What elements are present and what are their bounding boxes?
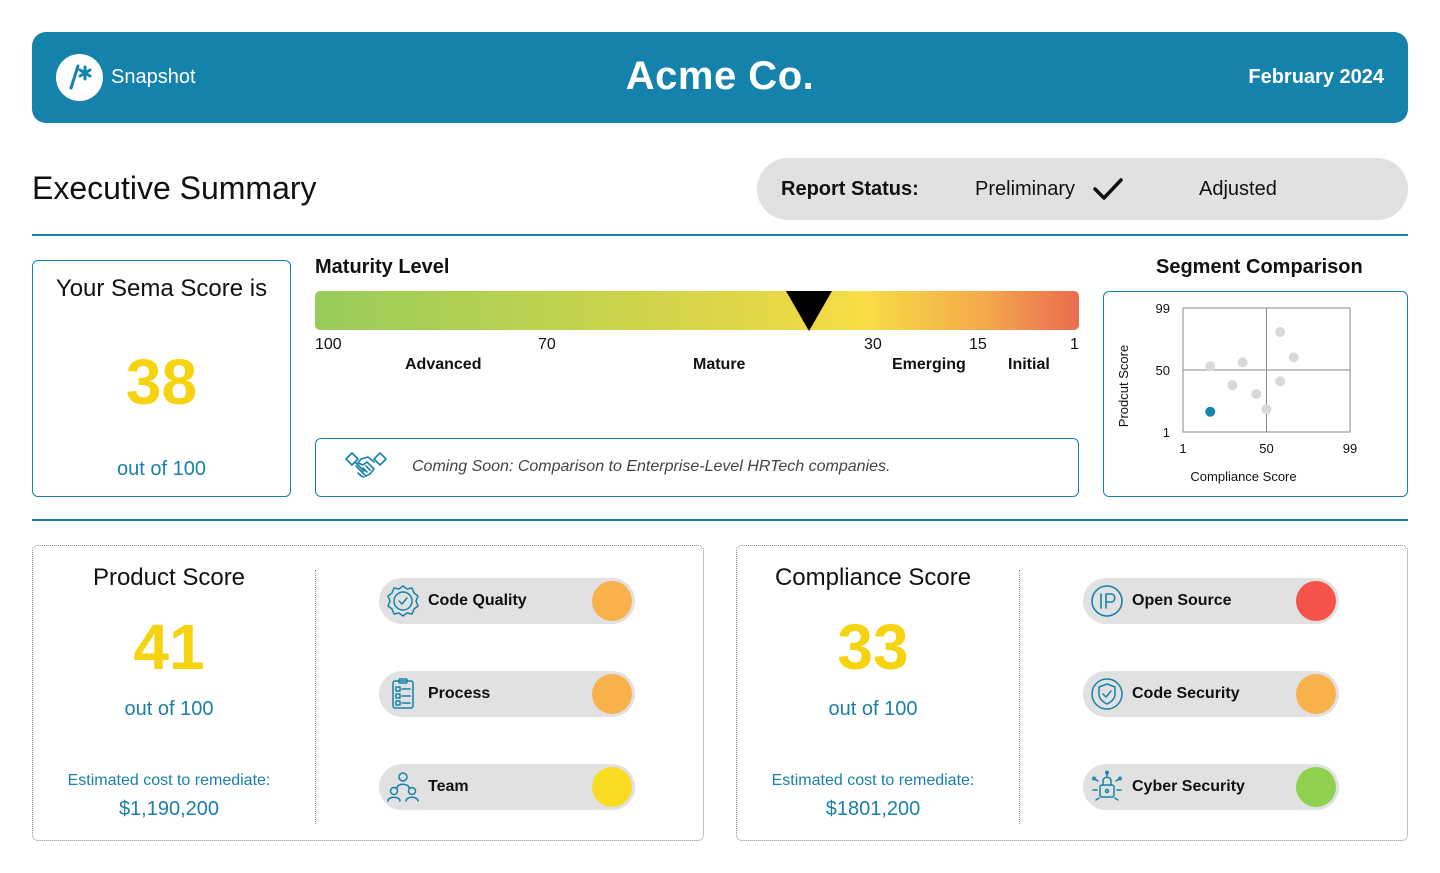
y-tick-label: 50 <box>1156 363 1170 378</box>
segment-comparison-chart: 1 50 99 99 50 1 Compliance Score Prodcut Score <box>1103 291 1408 497</box>
x-tick-label: 1 <box>1179 441 1186 456</box>
maturity-tick: 30 <box>864 336 882 353</box>
shield-check-icon <box>1090 677 1124 711</box>
metric-code-security[interactable]: Code Security <box>1083 671 1339 717</box>
lock-network-icon <box>1090 770 1124 804</box>
report-status-label: Report Status: <box>781 178 919 200</box>
maturity-level-label: Initial <box>1008 356 1050 373</box>
metric-process[interactable]: Process <box>379 671 635 717</box>
maturity-tick: 100 <box>315 336 342 353</box>
product-cost-value: $1,190,200 <box>118 798 220 820</box>
status-dot <box>592 767 632 807</box>
handshake-icon <box>344 449 388 490</box>
card-divider <box>315 570 316 824</box>
product-score-title: Product Score <box>92 564 246 591</box>
team-icon <box>386 770 420 804</box>
metric-open-source[interactable]: Open Source <box>1083 578 1339 624</box>
maturity-level-label: Emerging <box>892 356 966 373</box>
compliance-score-scale: out of 100 <box>828 698 918 720</box>
badge-check-icon <box>386 584 420 618</box>
metric-cyber-security[interactable]: Cyber Security <box>1083 764 1339 810</box>
compliance-score-title: Compliance Score <box>774 564 972 591</box>
company-name: Acme Co. <box>625 54 815 98</box>
maturity-level-title: Maturity Level <box>315 256 450 278</box>
coming-soon-banner: Coming Soon: Comparison to Enterprise-Le… <box>315 438 1079 497</box>
status-dot <box>1296 674 1336 714</box>
snapshot-logo-icon <box>56 54 103 101</box>
maturity-gradient-bar <box>315 291 1079 330</box>
scatter-point <box>1237 357 1248 368</box>
metric-code-quality[interactable]: Code Quality <box>379 578 635 624</box>
compliance-cost-label: Estimated cost to remediate: <box>771 772 975 789</box>
page-title: Executive Summary <box>32 170 317 206</box>
x-tick-label: 99 <box>1343 441 1357 456</box>
scatter-point <box>1288 352 1299 363</box>
status-dot <box>1296 767 1336 807</box>
metric-team[interactable]: Team <box>379 764 635 810</box>
scatter-point <box>1227 380 1238 391</box>
scatter-point <box>1205 406 1216 417</box>
coming-soon-text: Coming Soon: Comparison to Enterprise-Le… <box>412 458 891 475</box>
product-score-card: Product Score 41 out of 100 Estimated co… <box>32 545 704 841</box>
metric-label: Code Quality <box>428 592 527 609</box>
metric-label: Cyber Security <box>1132 778 1245 795</box>
divider <box>32 234 1408 236</box>
metric-label: Team <box>428 778 469 795</box>
y-tick-label: 99 <box>1156 301 1170 316</box>
metric-label: Process <box>428 685 491 702</box>
sema-score-value: 38 <box>125 346 198 418</box>
sema-score-card: Your Sema Score is 38 out of 100 <box>32 260 291 497</box>
compliance-score-value: 33 <box>837 611 909 683</box>
compliance-score-card: Compliance Score 33 out of 100 Estimated… <box>736 545 1408 841</box>
maturity-level-label: Mature <box>693 356 746 373</box>
scatter-point <box>1205 361 1216 372</box>
maturity-marker-icon <box>785 291 832 336</box>
x-axis-label: Compliance Score <box>1190 469 1296 484</box>
segment-comparison-title: Segment Comparison <box>1156 256 1363 278</box>
ip-icon <box>1090 584 1124 618</box>
checkmark-icon <box>1092 176 1124 207</box>
y-tick-label: 1 <box>1163 425 1170 440</box>
card-divider <box>1019 570 1020 824</box>
sema-score-scale: out of 100 <box>117 458 206 480</box>
scatter-point <box>1275 327 1286 338</box>
compliance-cost-value: $1801,200 <box>825 798 921 820</box>
maturity-tick: 1 <box>1070 336 1079 353</box>
product-cost-label: Estimated cost to remediate: <box>67 772 271 789</box>
report-status-toggle: Report Status: Preliminary Adjusted <box>757 158 1408 220</box>
metric-label: Code Security <box>1132 685 1240 702</box>
product-score-value: 41 <box>133 611 205 683</box>
status-dot <box>592 674 632 714</box>
metric-label: Open Source <box>1132 592 1232 609</box>
maturity-level-label: Advanced <box>405 356 482 373</box>
scatter-point <box>1251 389 1262 400</box>
top-banner: Snapshot Acme Co. February 2024 <box>32 32 1408 123</box>
maturity-tick: 15 <box>969 336 987 353</box>
scatter-point <box>1261 404 1272 415</box>
status-dot <box>1296 581 1336 621</box>
status-dot <box>592 581 632 621</box>
y-axis-label: Prodcut Score <box>1116 345 1131 427</box>
brand-name: Snapshot <box>111 66 196 88</box>
checklist-icon <box>386 677 420 711</box>
scatter-point <box>1275 376 1286 387</box>
sema-score-title: Your Sema Score is <box>55 275 268 302</box>
status-option-preliminary[interactable]: Preliminary <box>975 178 1076 200</box>
x-tick-label: 50 <box>1259 441 1273 456</box>
report-date: February 2024 <box>1248 66 1384 88</box>
status-option-adjusted[interactable]: Adjusted <box>1199 178 1277 200</box>
maturity-tick: 70 <box>538 336 556 353</box>
divider <box>32 519 1408 521</box>
product-score-scale: out of 100 <box>124 698 214 720</box>
